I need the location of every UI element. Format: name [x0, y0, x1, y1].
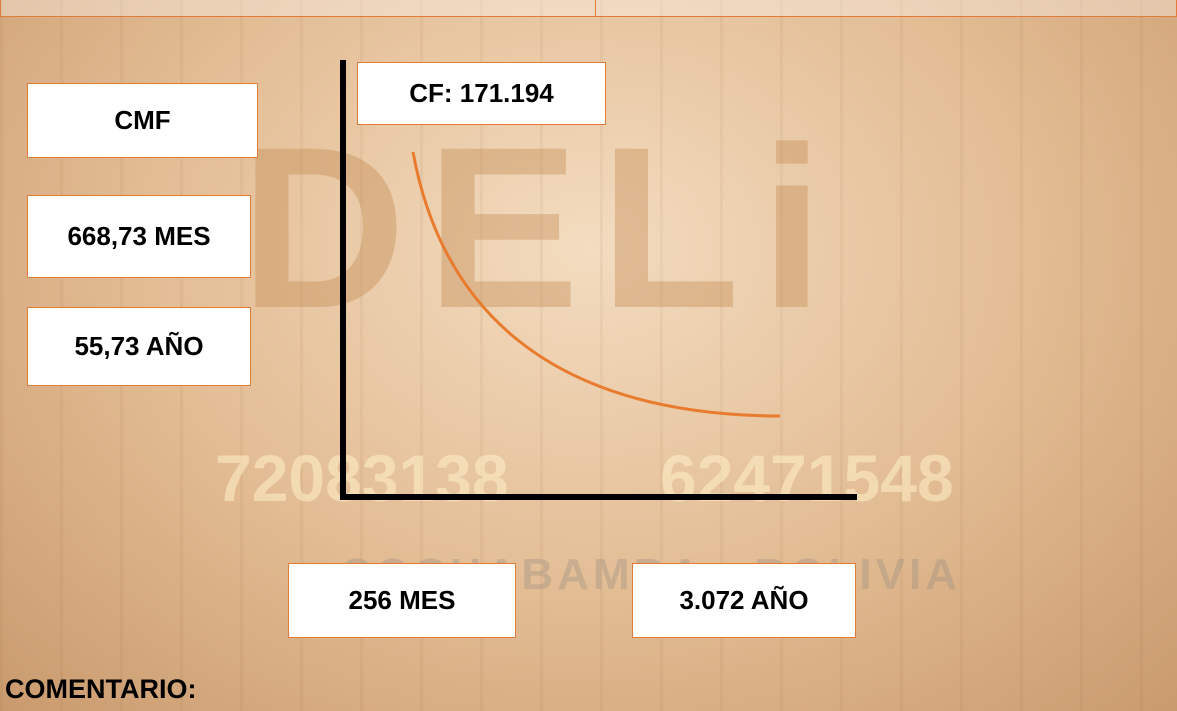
label-box: 668,73 MES	[27, 195, 251, 278]
watermark-phone: 62471548	[660, 441, 954, 515]
label-box: CMF	[27, 83, 258, 158]
watermark-logo: DELi	[240, 99, 844, 356]
comment-label: COMENTARIO:	[5, 674, 197, 704]
label-box: 3.072 AÑO	[632, 563, 856, 638]
cost-curve	[411, 151, 781, 418]
watermark-phone: 72083138	[215, 441, 509, 515]
label-box: CF: 171.194	[357, 62, 606, 125]
table-divider	[595, 0, 596, 16]
label-box: 55,73 AÑO	[27, 307, 251, 386]
label-box: 256 MES	[288, 563, 516, 638]
